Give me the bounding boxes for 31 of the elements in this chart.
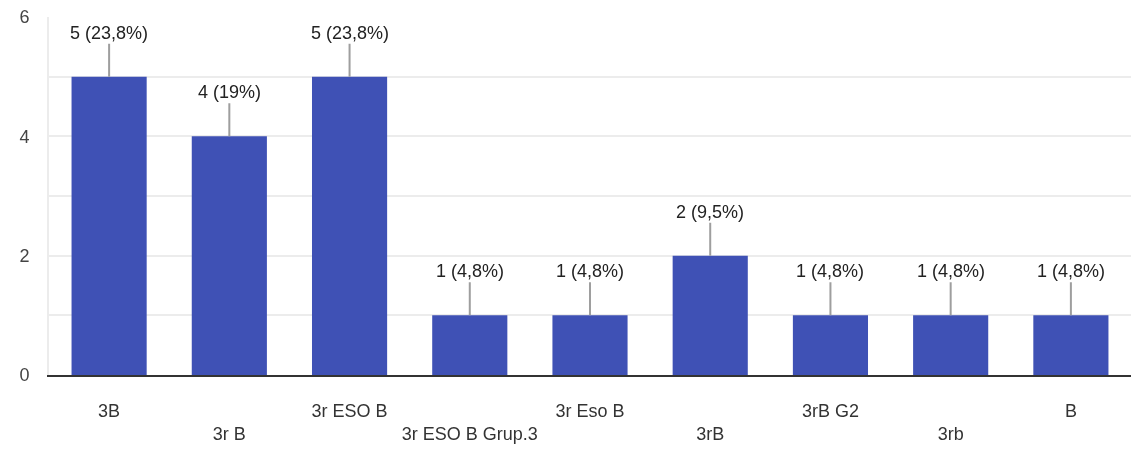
data-label: 1 (4,8%)	[917, 261, 986, 281]
data-label: 5 (23,8%)	[311, 23, 390, 43]
bar	[432, 315, 508, 375]
y-tick-label: 2	[19, 245, 30, 266]
data-label: 1 (4,8%)	[436, 261, 505, 281]
bar	[1033, 315, 1109, 375]
data-label: 1 (4,8%)	[796, 261, 865, 281]
data-label: 4 (19%)	[198, 82, 262, 102]
x-tick-label: B	[1064, 400, 1077, 421]
bar	[552, 315, 628, 375]
x-tick-label: 3B	[98, 400, 121, 421]
x-tick-label: 3r ESO B	[311, 400, 388, 421]
y-tick-label: 0	[19, 365, 30, 386]
data-label: 5 (23,8%)	[70, 23, 149, 43]
bar	[792, 315, 869, 375]
x-tick-label: 3r B	[212, 424, 246, 444]
x-tick-label: 3rB G2	[801, 400, 859, 421]
x-tick-label: 3r ESO B Grup.3	[401, 424, 538, 444]
bar	[672, 255, 748, 375]
bar	[311, 76, 388, 375]
bar	[191, 136, 267, 375]
y-tick-label: 6	[19, 7, 30, 28]
x-tick-label: 3rB	[696, 424, 725, 444]
bar	[71, 76, 147, 375]
y-tick-label: 4	[19, 126, 30, 147]
bar	[913, 315, 989, 375]
data-label: 1 (4,8%)	[1037, 261, 1106, 281]
x-tick-label: 3rb	[937, 424, 964, 444]
data-label: 2 (9,5%)	[676, 202, 745, 222]
x-tick-label: 3r Eso B	[555, 400, 625, 421]
data-label: 1 (4,8%)	[556, 261, 625, 281]
